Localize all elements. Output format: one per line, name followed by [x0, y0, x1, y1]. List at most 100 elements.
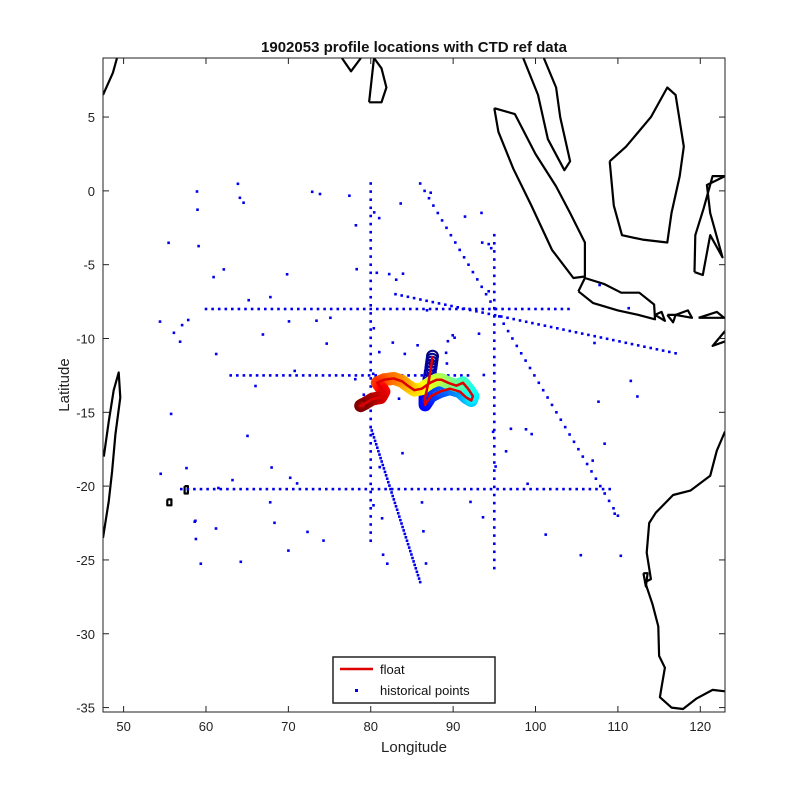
historical-point [607, 499, 611, 503]
historical-point [369, 190, 372, 193]
historical-point [422, 530, 425, 533]
historical-point [475, 310, 478, 313]
historical-point [403, 352, 407, 356]
historical-point [493, 242, 496, 245]
historical-point [382, 307, 386, 311]
historical-point [399, 202, 402, 205]
historical-point [318, 192, 322, 196]
historical-point [493, 534, 496, 537]
historical-point [259, 487, 262, 491]
historical-point [367, 374, 371, 377]
historical-point [460, 374, 463, 377]
historical-point [399, 518, 402, 522]
historical-point [493, 412, 496, 416]
historical-point [334, 374, 338, 377]
historical-point [424, 562, 428, 565]
historical-point [369, 507, 372, 510]
historical-point [265, 487, 269, 491]
historical-point [542, 487, 546, 491]
historical-point [493, 266, 496, 269]
historical-point [389, 487, 392, 491]
historical-point [378, 465, 381, 469]
historical-point [541, 388, 545, 392]
coastline [522, 58, 572, 172]
coastline [644, 431, 725, 711]
historical-point [354, 377, 357, 381]
historical-point [518, 319, 522, 322]
historical-point [369, 482, 372, 486]
historical-point [374, 374, 377, 377]
historical-point [295, 374, 298, 377]
historical-point [204, 307, 208, 311]
historical-point [440, 219, 444, 222]
historical-points [158, 182, 677, 584]
historical-point [391, 341, 395, 344]
x-axis-ticks: 50 60 70 80 90 100 110 120 [116, 58, 711, 734]
historical-point [387, 480, 390, 484]
historical-point [493, 428, 496, 432]
historical-point [401, 525, 404, 529]
historical-point [311, 487, 315, 491]
historical-point [348, 374, 351, 377]
historical-point [619, 554, 623, 558]
historical-point [402, 529, 405, 532]
historical-point [550, 403, 554, 407]
historical-point [527, 307, 531, 311]
historical-point [262, 374, 265, 377]
historical-point [560, 307, 564, 311]
historical-point [369, 328, 372, 331]
historical-point [493, 355, 496, 359]
historical-point [493, 339, 496, 342]
historical-point [264, 307, 267, 311]
historical-point [217, 486, 220, 490]
historical-point [199, 487, 203, 491]
historical-point [369, 304, 372, 307]
coastline [608, 86, 685, 244]
historical-point [524, 428, 528, 431]
historical-point [500, 315, 503, 318]
historical-point [588, 487, 592, 491]
historical-point [375, 271, 379, 275]
historical-point [425, 309, 429, 312]
historical-point [493, 371, 496, 375]
historical-point [369, 450, 372, 453]
historical-point [407, 374, 410, 377]
y-axis-label: Latitude [56, 358, 73, 411]
historical-point [380, 460, 383, 463]
x-axis-label: Longitude [381, 739, 447, 756]
historical-point [285, 487, 288, 491]
historical-point [436, 211, 440, 215]
historical-point [649, 346, 652, 350]
historical-point [239, 487, 242, 491]
historical-point [214, 527, 218, 530]
historical-point [489, 487, 493, 491]
historical-point [562, 328, 565, 331]
historical-point [627, 306, 630, 310]
historical-point [214, 352, 218, 356]
historical-point [229, 374, 232, 377]
historical-point [377, 216, 381, 220]
historical-point [544, 533, 547, 536]
historical-point [310, 190, 314, 194]
historical-point [369, 222, 372, 226]
historical-point [255, 374, 259, 377]
historical-point [193, 520, 196, 523]
historical-point [585, 462, 589, 466]
historical-point [349, 307, 353, 311]
historical-point [377, 449, 380, 453]
historical-point [369, 295, 372, 299]
historical-point [169, 412, 173, 416]
historical-point [493, 526, 496, 529]
historical-point [362, 393, 366, 396]
historical-point [493, 323, 496, 326]
historical-point [446, 339, 450, 343]
historical-point [462, 307, 466, 310]
coastlines [103, 58, 725, 711]
historical-point [612, 338, 615, 342]
legend-box [332, 656, 496, 704]
historical-point [378, 350, 381, 354]
historical-point [401, 272, 405, 275]
historical-point [579, 553, 583, 557]
historical-point [451, 334, 454, 337]
